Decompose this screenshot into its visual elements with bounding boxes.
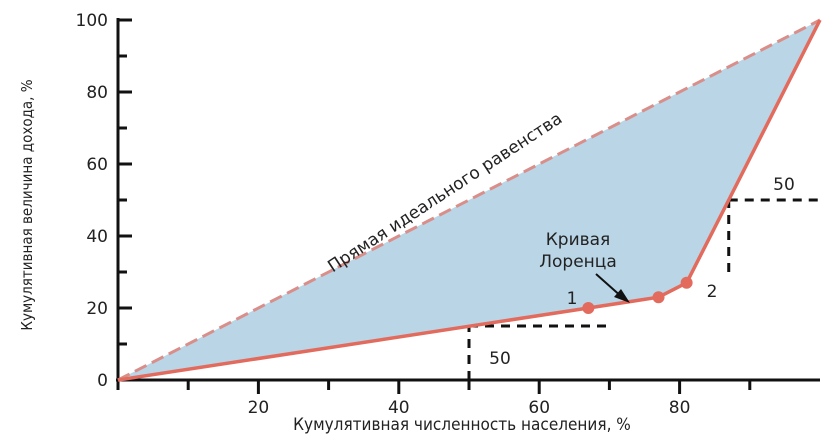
lorenz-curve bbox=[117, 19, 822, 382]
x-ticks: 20 40 60 80 bbox=[186, 380, 752, 418]
x-tick-label: 80 bbox=[669, 398, 691, 418]
y-axis-title: Кумулятивная величина дохода, % bbox=[18, 79, 36, 330]
curve-markers bbox=[582, 276, 693, 314]
equality-line bbox=[117, 18, 821, 382]
y-tick-label: 40 bbox=[86, 227, 108, 247]
y-tick-label: 60 bbox=[86, 155, 108, 175]
y-tick-label: 0 bbox=[97, 371, 108, 391]
curve-marker bbox=[582, 302, 595, 314]
curve-label-arrowhead bbox=[614, 289, 630, 303]
guide-2-value: 50 bbox=[773, 175, 795, 195]
y-ticks: 0 20 40 60 80 100 bbox=[76, 11, 132, 391]
x-tick-label: 20 bbox=[248, 398, 270, 418]
curve-label-line2: Лоренца bbox=[539, 252, 617, 272]
curve-marker bbox=[680, 276, 693, 289]
x-tick-label: 40 bbox=[388, 398, 410, 418]
y-tick-label: 100 bbox=[76, 11, 108, 31]
x-axis-title: Кумулятивная численность населения, % bbox=[293, 415, 631, 435]
curve-marker bbox=[652, 291, 665, 304]
point-2-label: 2 bbox=[707, 282, 718, 302]
guide-lines bbox=[467, 198, 820, 380]
y-tick-label: 20 bbox=[86, 299, 108, 319]
guide-1-value: 50 bbox=[489, 349, 511, 369]
curve-label-line1: Кривая bbox=[546, 230, 611, 250]
y-tick-label: 80 bbox=[86, 83, 108, 103]
point-1-label: 1 bbox=[567, 289, 578, 309]
x-tick-label: 60 bbox=[528, 398, 550, 418]
